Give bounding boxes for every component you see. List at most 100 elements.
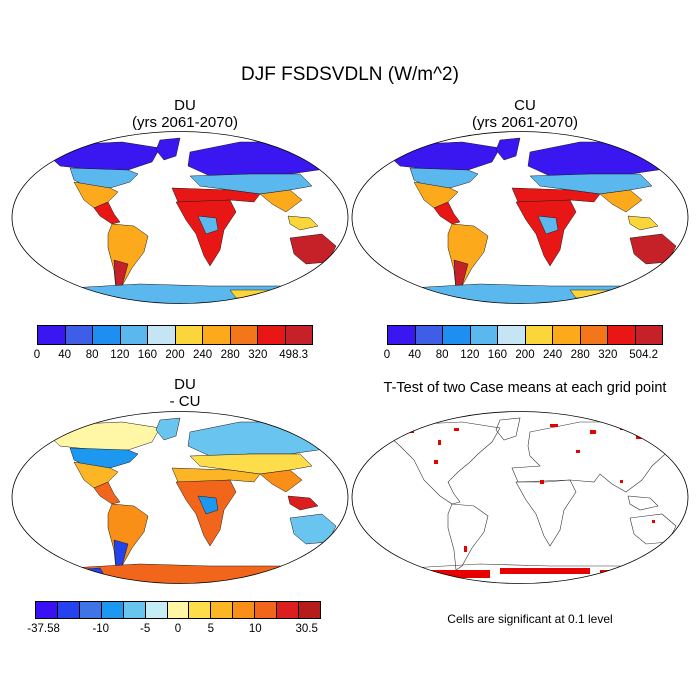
north-america-mid xyxy=(69,167,139,189)
sig-cell xyxy=(576,450,580,453)
sig-cell xyxy=(540,480,544,484)
map-diff-outline xyxy=(11,411,349,584)
colorbar-cu-cell xyxy=(470,326,498,344)
panel-diff-name: DU xyxy=(174,376,196,393)
south-america-coast xyxy=(447,503,489,571)
antarctica-plateau xyxy=(229,289,279,299)
colorbar-diff-tick-label: -10 xyxy=(92,623,110,635)
colorbar-diff-cell xyxy=(233,602,256,618)
sig-cell xyxy=(396,432,402,435)
sig-cell xyxy=(380,568,420,574)
colorbar-diff-cell xyxy=(79,602,102,618)
greenland xyxy=(155,137,181,161)
south-asia xyxy=(599,189,643,213)
colorbar-du-tick-label: 120 xyxy=(110,349,130,361)
colorbar-du-cell xyxy=(175,326,203,344)
sig-cell xyxy=(438,440,441,445)
colorbar-du-tick-label: 160 xyxy=(137,349,157,361)
colorbar-cu-tick-label: 200 xyxy=(515,349,535,361)
colorbar-cu-cell xyxy=(443,326,471,344)
colorbar-diff-cell xyxy=(36,602,58,618)
colorbar-du-cell xyxy=(65,326,93,344)
central-america xyxy=(93,481,121,505)
colorbar-du-cell xyxy=(148,326,176,344)
antarctica xyxy=(19,563,341,584)
colorbar-cu-cell xyxy=(553,326,581,344)
colorbar-du-cell xyxy=(203,326,231,344)
colorbar-diff-cell xyxy=(211,602,234,618)
colorbar-diff-tick-label: -37.58 xyxy=(27,623,60,635)
south-asia xyxy=(259,469,303,493)
map-diff xyxy=(11,411,349,584)
sig-cell xyxy=(600,570,640,576)
colorbar-cu xyxy=(387,325,663,345)
colorbar-du-tick-label: 40 xyxy=(58,349,71,361)
north-america-coast xyxy=(387,421,501,505)
colorbar-du-tick-label: 200 xyxy=(165,349,185,361)
colorbar-diff-tick-label: 10 xyxy=(248,623,262,635)
antarctica-west xyxy=(49,567,107,583)
sig-cell xyxy=(590,430,596,434)
colorbar-cu-cell xyxy=(635,326,662,344)
se-asia-islands xyxy=(627,215,659,231)
colorbar-du-tick-label: 240 xyxy=(193,349,213,361)
colorbar-cu-tick-label: 280 xyxy=(570,349,590,361)
colorbar-du-tick-label: 320 xyxy=(248,349,268,361)
antarctica xyxy=(19,283,341,304)
map-du-outline xyxy=(11,131,349,304)
colorbar-diff-cell xyxy=(123,602,146,618)
panel-du-years: (yrs 2061-2070) xyxy=(132,114,238,131)
colorbar-du-tick-label: 0 xyxy=(33,349,41,361)
panel-cu-title: CU (yrs 2061-2070) xyxy=(360,97,690,131)
colorbar-diff-cell xyxy=(167,602,190,618)
panel-cu-name: CU xyxy=(514,97,536,114)
map-ttest xyxy=(351,411,689,584)
sig-cell xyxy=(620,426,630,430)
colorbar-cu-cell xyxy=(580,326,608,344)
colorbar-cu-cell xyxy=(498,326,526,344)
sig-cell xyxy=(620,480,623,483)
colorbar-du-tick-label: 498.3 xyxy=(279,349,309,361)
sig-cell xyxy=(430,570,490,578)
greenland xyxy=(495,137,521,161)
colorbar-cu-tick-label: 240 xyxy=(543,349,563,361)
colorbar-cu-cell xyxy=(608,326,636,344)
colorbar-diff-cell xyxy=(189,602,212,618)
colorbar-du-cell xyxy=(120,326,148,344)
sig-cell xyxy=(652,520,655,523)
panel-cu-years: (yrs 2061-2070) xyxy=(472,114,578,131)
se-asia-islands xyxy=(287,215,319,231)
sig-cell xyxy=(464,546,467,552)
significance-note: Cells are significant at 0.1 level xyxy=(447,612,613,626)
panel-ttest-title: T-Test of two Case means at each grid po… xyxy=(383,380,667,396)
colorbar-du-cell xyxy=(230,326,258,344)
panel-du-title: DU (yrs 2061-2070) xyxy=(25,97,345,131)
se-asia-coast xyxy=(627,495,659,511)
colorbar-cu-tick-label: 40 xyxy=(408,349,421,361)
sig-cell xyxy=(550,424,558,427)
colorbar-cu-cell xyxy=(525,326,553,344)
map-cu xyxy=(351,131,689,304)
africa-coast xyxy=(515,479,577,547)
central-america xyxy=(93,201,121,225)
figure-title: DJF FSDSVDLN (W/m^2) xyxy=(241,64,459,85)
map-du xyxy=(11,131,349,304)
colorbar-diff-cell xyxy=(57,602,80,618)
sig-cell xyxy=(434,460,438,464)
colorbar-cu-tick-label: 160 xyxy=(487,349,507,361)
colorbar-du-tick-label: 80 xyxy=(85,349,99,361)
north-america-mid xyxy=(409,167,479,189)
colorbar-cu-tick-label: 320 xyxy=(598,349,618,361)
colorbar-diff-cell xyxy=(145,602,168,618)
colorbar-diff-tick-label: 30.5 xyxy=(295,623,318,635)
colorbar-diff-cell xyxy=(299,602,320,618)
colorbar-cu-tick-label: 120 xyxy=(460,349,480,361)
north-america-mid xyxy=(69,447,139,469)
panel-du-name: DU xyxy=(174,97,196,114)
south-asia xyxy=(259,189,303,213)
colorbar-du-cell xyxy=(93,326,121,344)
map-cu-outline xyxy=(351,131,689,304)
colorbar-cu-cell xyxy=(388,326,416,344)
colorbar-cu-cell xyxy=(415,326,443,344)
colorbar-diff-cell xyxy=(255,602,278,618)
